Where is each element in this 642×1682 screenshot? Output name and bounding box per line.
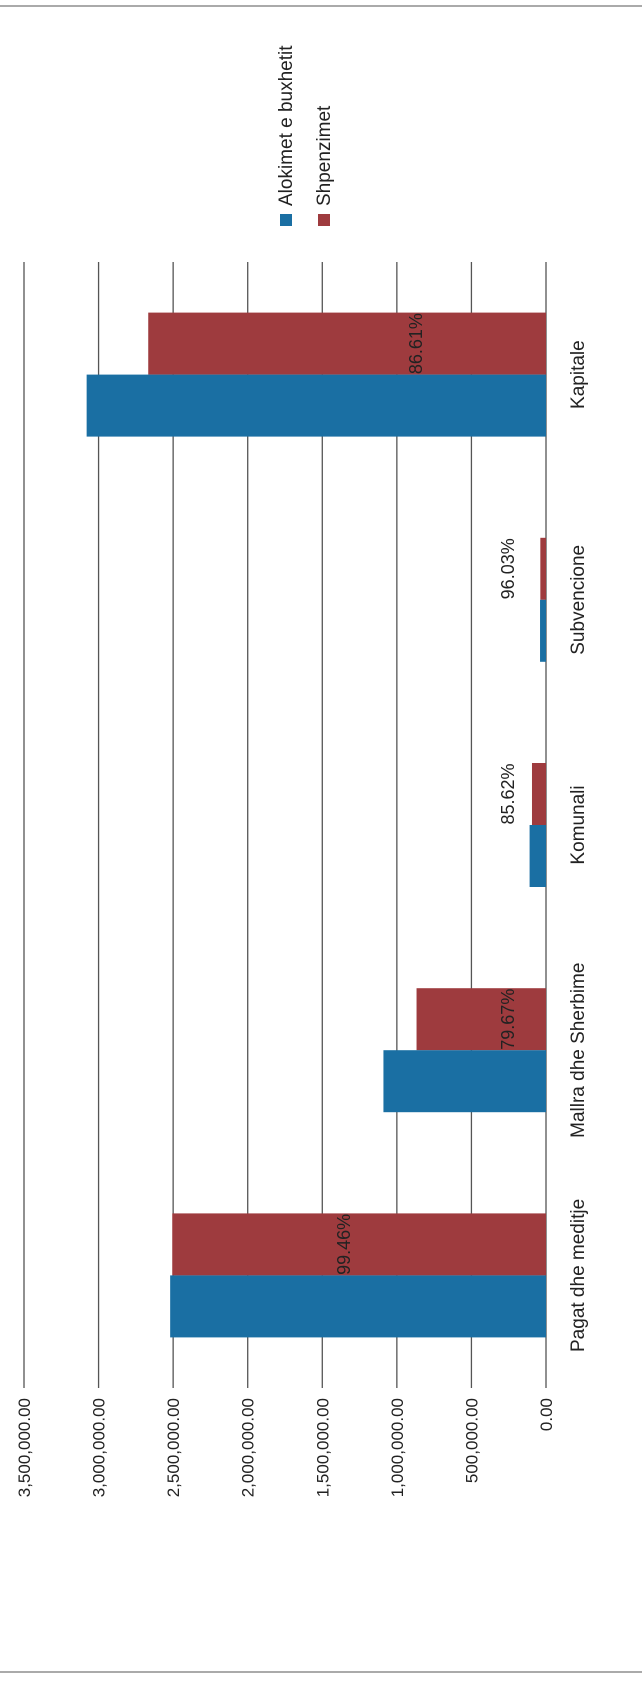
bar-alokimet [86,374,546,437]
value-tick-label: 500,000.00 [462,1398,481,1483]
value-tick-label: 1,000,000.00 [388,1398,407,1497]
value-tick-label: 3,000,000.00 [90,1398,109,1497]
data-label: 96.03% [498,538,518,599]
legend-swatch [318,214,330,226]
category-label: Kapitale [568,340,589,409]
bar-alokimet [540,599,546,662]
value-axis-ticks: 0.00 500,000.00 1,000,000.00 1,500,000.00 2,… [15,1398,556,1497]
category-label: Mallra dhe Sherbime [568,963,589,1138]
bar-shpenzimet [172,1213,547,1276]
data-labels: 99.46% 79.67% 85.62% 96.03% 86.61% [334,313,518,1275]
value-tick-label: 2,500,000.00 [164,1398,183,1497]
bar-shpenzimet [416,988,546,1051]
data-label: 85.62% [498,763,518,824]
category-label: Subvencione [568,545,589,655]
value-tick-label: 1,500,000.00 [313,1398,332,1497]
bar-shpenzimet [531,763,546,825]
value-tick-label: 3,500,000.00 [15,1398,34,1497]
category-axis-labels: Pagat dhe meditje Mallra dhe Sherbime Komu… [568,340,589,1352]
bar-alokimet [170,1275,546,1338]
bar-shpenzimet [148,312,546,375]
legend: Alokimet e buxhetit Shpenzimet [276,45,335,226]
value-tick-label: 0.00 [537,1398,556,1431]
legend-swatch [280,214,292,226]
bar-alokimet [529,825,546,887]
bars [86,312,547,1338]
bar-shpenzimet [540,537,546,600]
category-label: Komunali [568,785,589,864]
legend-label: Shpenzimet [314,105,335,206]
legend-label: Alokimet e buxhetit [276,45,297,206]
bar-alokimet [383,1050,546,1113]
value-tick-label: 2,000,000.00 [239,1398,258,1497]
data-label: 99.46% [334,1214,354,1275]
data-label: 86.61% [406,313,426,374]
category-label: Pagat dhe meditje [568,1199,589,1352]
gridlines [23,262,547,1388]
data-label: 79.67% [498,989,518,1050]
